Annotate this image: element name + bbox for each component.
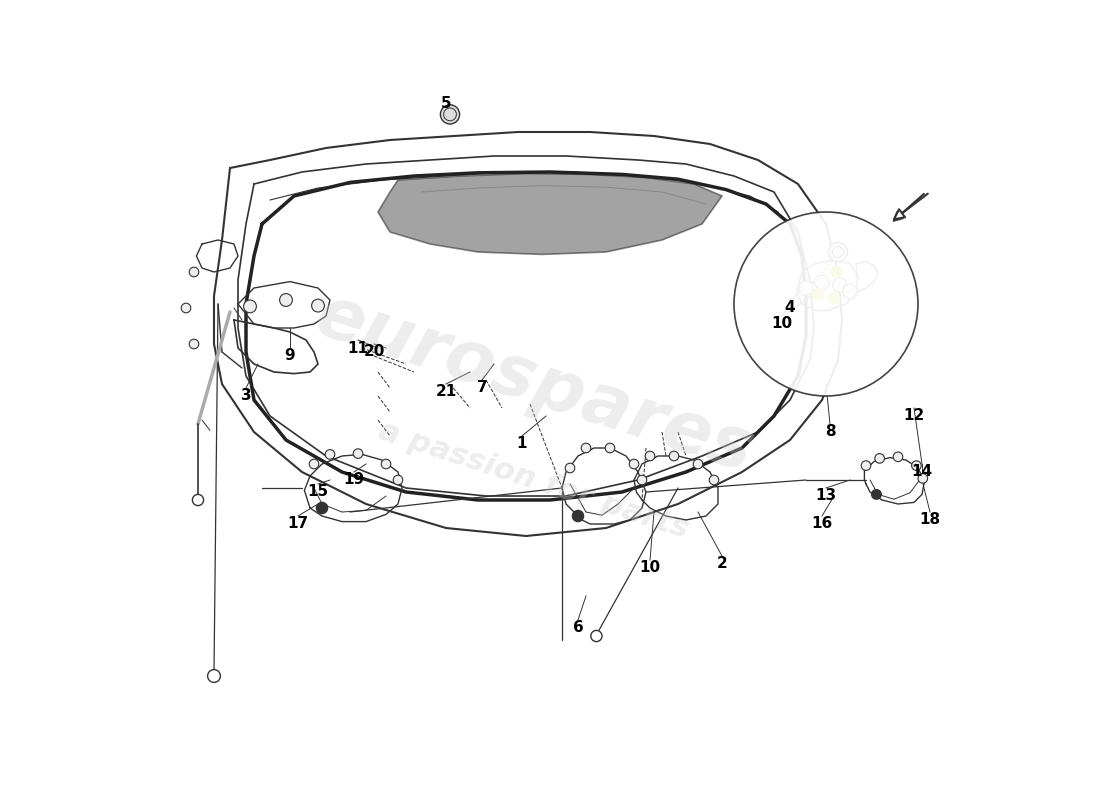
- Text: 12: 12: [903, 409, 925, 423]
- Text: 11: 11: [348, 341, 369, 355]
- Text: 18: 18: [920, 513, 940, 527]
- Text: 1: 1: [517, 437, 527, 451]
- Circle shape: [912, 461, 921, 470]
- Circle shape: [189, 339, 199, 349]
- Circle shape: [353, 449, 363, 458]
- Text: 2: 2: [716, 557, 727, 571]
- Text: 17: 17: [287, 517, 309, 531]
- Circle shape: [572, 510, 584, 522]
- Text: 7: 7: [476, 381, 487, 395]
- Circle shape: [189, 267, 199, 277]
- Circle shape: [393, 475, 403, 485]
- Text: 15: 15: [307, 485, 329, 499]
- Circle shape: [208, 670, 220, 682]
- Text: 4: 4: [784, 301, 795, 315]
- Circle shape: [192, 494, 204, 506]
- Circle shape: [828, 242, 848, 262]
- Circle shape: [326, 450, 334, 459]
- Circle shape: [799, 281, 813, 295]
- Circle shape: [833, 278, 847, 292]
- Text: eurospares: eurospares: [306, 281, 762, 487]
- Circle shape: [637, 475, 647, 485]
- Circle shape: [646, 451, 654, 461]
- Circle shape: [629, 459, 639, 469]
- Circle shape: [382, 459, 390, 469]
- Circle shape: [309, 459, 319, 469]
- Text: 9: 9: [285, 349, 295, 363]
- Circle shape: [565, 463, 575, 473]
- Circle shape: [918, 474, 927, 483]
- Text: 10: 10: [639, 561, 661, 575]
- Circle shape: [440, 105, 460, 124]
- Circle shape: [871, 490, 881, 499]
- Text: 14: 14: [912, 465, 933, 479]
- Text: a passion for parts: a passion for parts: [375, 416, 693, 544]
- Text: 16: 16: [812, 517, 833, 531]
- Text: 3: 3: [241, 389, 251, 403]
- Circle shape: [861, 461, 871, 470]
- Circle shape: [893, 452, 903, 462]
- Circle shape: [669, 451, 679, 461]
- Text: 5: 5: [441, 97, 451, 111]
- Circle shape: [874, 454, 884, 463]
- Circle shape: [734, 212, 918, 396]
- Circle shape: [279, 294, 293, 306]
- Circle shape: [710, 475, 718, 485]
- Circle shape: [815, 275, 829, 290]
- Circle shape: [591, 630, 602, 642]
- Text: 19: 19: [343, 473, 364, 487]
- Circle shape: [317, 502, 328, 514]
- Circle shape: [243, 300, 256, 313]
- Circle shape: [693, 459, 703, 469]
- Circle shape: [828, 293, 839, 304]
- Circle shape: [843, 284, 857, 298]
- Circle shape: [830, 266, 842, 278]
- Circle shape: [311, 299, 324, 312]
- Circle shape: [581, 443, 591, 453]
- Circle shape: [182, 303, 190, 313]
- Polygon shape: [378, 174, 722, 254]
- Text: 6: 6: [573, 621, 583, 635]
- Text: 8: 8: [825, 425, 835, 439]
- Circle shape: [813, 289, 824, 300]
- Text: 13: 13: [815, 489, 837, 503]
- Circle shape: [605, 443, 615, 453]
- Text: 20: 20: [363, 345, 385, 359]
- Text: 21: 21: [436, 385, 456, 399]
- Text: 10: 10: [771, 317, 793, 331]
